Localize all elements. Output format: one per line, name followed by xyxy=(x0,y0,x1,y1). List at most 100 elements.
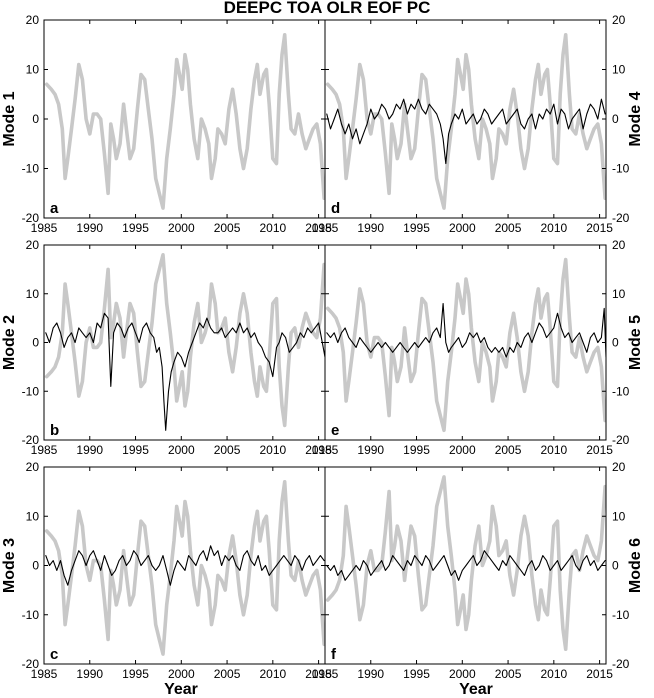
x-tick-label: 1985 xyxy=(31,443,58,457)
y-tick-label: -20 xyxy=(22,211,40,225)
x-tick-label: 1995 xyxy=(122,443,149,457)
panel-a: -20 -10 0 10 20 1985 1990 1995 2000 2005 2010 2015 a… xyxy=(1,13,332,235)
y-tick-label: 0 xyxy=(612,112,619,126)
y-tick-label: -10 xyxy=(612,162,630,176)
mode-label: Mode 3 xyxy=(1,538,18,593)
x-tick-label: 1995 xyxy=(403,221,430,235)
x-tick-label: 2000 xyxy=(168,443,195,457)
panel-b: -20 -10 0 10 20 1985 1990 1995 2000 2005 2010 2015 b… xyxy=(1,238,332,457)
mode-label: Mode 2 xyxy=(1,315,18,370)
mode-label: Mode 4 xyxy=(627,91,644,146)
x-tick-label: 2015 xyxy=(305,443,332,457)
x-tick-label: 2010 xyxy=(540,443,567,457)
panel-letter: c xyxy=(50,646,58,663)
y-tick-label: -10 xyxy=(22,384,40,398)
x-tick-label: 2005 xyxy=(214,443,241,457)
panel-c: -20 -10 0 10 20 1985 1990 1995 2000 2005 2010 2015 c… xyxy=(1,460,332,681)
x-tick-label: 1995 xyxy=(122,221,149,235)
mode-label: Mode 5 xyxy=(627,315,644,370)
x-tick-label: 1990 xyxy=(76,443,103,457)
y-tick-label: 20 xyxy=(26,238,40,252)
panel-letter: a xyxy=(50,200,59,217)
series-group xyxy=(325,475,606,651)
x-tick-label: 1990 xyxy=(357,221,384,235)
series-line-black xyxy=(45,545,325,586)
mode-label: Mode 6 xyxy=(627,538,644,593)
x-tick-label: 2010 xyxy=(259,667,286,681)
panel-e: -20 -10 0 10 20 1985 1990 1995 2000 2005 2010 2015 e… xyxy=(312,238,644,457)
y-tick-label: -20 xyxy=(22,657,40,671)
y-tick-label: 20 xyxy=(612,460,626,474)
x-tick-label: 1995 xyxy=(403,443,430,457)
x-tick-label: 2010 xyxy=(540,221,567,235)
x-tick-label: 2010 xyxy=(540,667,567,681)
series-group xyxy=(325,257,606,433)
x-tick-label: 1985 xyxy=(312,667,339,681)
y-tick-label: 10 xyxy=(26,287,40,301)
y-tick-label: 20 xyxy=(612,238,626,252)
x-tick-label: 2010 xyxy=(259,221,286,235)
y-tick-label: 10 xyxy=(26,509,40,523)
x-axis-label-right: Year xyxy=(459,681,493,698)
x-tick-label: 1995 xyxy=(403,667,430,681)
y-tick-label: -10 xyxy=(612,608,630,622)
panel-letter: e xyxy=(331,422,339,439)
x-tick-label: 2015 xyxy=(586,443,613,457)
panel-f: -20 -10 0 10 20 1985 1990 1995 2000 2005 2010 2015 f… xyxy=(312,460,644,681)
x-tick-label: 2015 xyxy=(586,221,613,235)
series-line-gray xyxy=(325,33,606,210)
x-tick-label: 1990 xyxy=(357,443,384,457)
series-group xyxy=(44,253,325,431)
series-group xyxy=(325,33,606,210)
series-line-gray xyxy=(325,475,606,651)
x-tick-label: 2015 xyxy=(305,221,332,235)
series-group xyxy=(44,33,325,210)
x-axis-label-left: Year xyxy=(164,681,198,698)
x-tick-label: 2000 xyxy=(449,667,476,681)
x-tick-label: 1995 xyxy=(122,667,149,681)
panel-letter: f xyxy=(331,646,337,663)
y-tick-label: 0 xyxy=(32,559,39,573)
series-line-black xyxy=(45,312,325,431)
series-line-gray xyxy=(44,480,325,656)
y-tick-label: 20 xyxy=(26,460,40,474)
x-tick-label: 2000 xyxy=(449,221,476,235)
y-tick-label: 0 xyxy=(612,559,619,573)
y-tick-label: 20 xyxy=(612,13,626,27)
x-tick-label: 2000 xyxy=(168,667,195,681)
series-line-gray xyxy=(44,33,325,210)
y-tick-label: 10 xyxy=(26,63,40,77)
y-tick-label: -20 xyxy=(612,211,630,225)
y-tick-label: 0 xyxy=(32,112,39,126)
y-tick-label: -20 xyxy=(22,433,40,447)
x-tick-label: 1990 xyxy=(76,667,103,681)
panel-letter: b xyxy=(50,422,59,439)
x-tick-label: 2015 xyxy=(305,667,332,681)
y-tick-label: 10 xyxy=(612,509,626,523)
x-tick-label: 1990 xyxy=(76,221,103,235)
series-group xyxy=(44,480,325,656)
y-tick-label: -10 xyxy=(612,384,630,398)
y-tick-label: -10 xyxy=(22,162,40,176)
panel-d: -20 -10 0 10 20 1985 1990 1995 2000 2005 2010 2015 d… xyxy=(312,13,644,235)
x-tick-label: 2005 xyxy=(214,667,241,681)
x-tick-label: 2000 xyxy=(168,221,195,235)
x-tick-label: 1985 xyxy=(312,443,339,457)
y-tick-label: 10 xyxy=(612,287,626,301)
y-tick-label: -10 xyxy=(22,608,40,622)
panel-letter: d xyxy=(331,200,340,217)
y-tick-label: 10 xyxy=(612,63,626,77)
x-tick-label: 1985 xyxy=(31,667,58,681)
series-line-gray xyxy=(325,257,606,433)
x-tick-label: 2005 xyxy=(495,667,522,681)
x-tick-label: 1985 xyxy=(312,221,339,235)
x-tick-label: 2005 xyxy=(495,443,522,457)
y-tick-label: 0 xyxy=(612,336,619,350)
x-tick-label: 2010 xyxy=(259,443,286,457)
series-line-black xyxy=(326,550,606,581)
y-tick-label: 0 xyxy=(32,336,39,350)
x-tick-label: 1985 xyxy=(31,221,58,235)
x-tick-label: 2005 xyxy=(495,221,522,235)
